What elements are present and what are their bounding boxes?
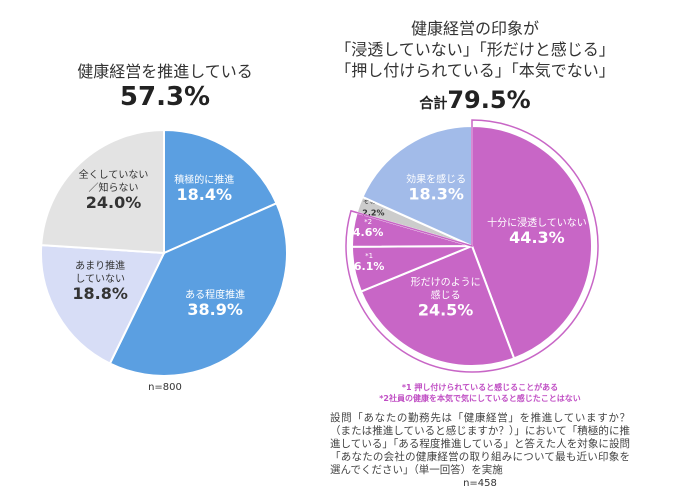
slice-label: 感じる: [431, 288, 461, 301]
slice-value: 18.3%: [408, 185, 464, 204]
highlight-outline: [345, 119, 599, 373]
slice-label: していない: [75, 273, 125, 285]
left-n: n=800: [148, 382, 182, 393]
slice-label: 十分に浸透していない: [487, 216, 587, 229]
slice-label: 形だけのように: [411, 276, 481, 288]
slice-value: 38.9%: [187, 300, 243, 319]
left-total: 57.3%: [119, 82, 211, 112]
footnote-1: *1 押し付けられていると感じることがある: [401, 383, 559, 392]
slice-value: 44.3%: [509, 228, 565, 247]
slice-label: 効果を感じる: [406, 173, 466, 186]
slice-label: 全くしていない: [79, 168, 149, 181]
slice-value: 4.6%: [353, 226, 384, 239]
slice-label: *2: [364, 218, 372, 226]
slice-value: 6.1%: [354, 260, 385, 273]
slice-label: ある程度推進: [185, 288, 245, 301]
slice-value: 18.8%: [72, 284, 128, 303]
right-total: 合計79.5%: [320, 86, 630, 114]
right-title: 健康経営の印象が 「浸透していない」「形だけと感じる」 「押し付けられている」「…: [335, 19, 615, 80]
footnote-2: *2社員の健康を本気で気にしていると感じたことはない: [379, 394, 581, 403]
slice-label: あまり推進: [75, 259, 125, 272]
slice-label: ／知らない: [89, 181, 139, 194]
survey-description: 設問「あなたの勤務先は「健康経営」を推進していますか？（または推進していると感じ…: [330, 412, 630, 476]
pie-slice: [471, 124, 593, 360]
left-title: 健康経営を推進している: [77, 62, 253, 81]
right-n: n=458: [463, 478, 497, 489]
pie-slice: [163, 128, 278, 255]
slice-label: *1: [365, 252, 373, 260]
pie-slice: [40, 128, 165, 255]
pie-slice: [108, 201, 288, 377]
slice-value: 18.4%: [177, 185, 233, 204]
pie-slice: [40, 244, 166, 365]
slice-value: 24.5%: [418, 300, 474, 319]
slice-label: 積極的に推進: [174, 173, 234, 186]
right-total-value: 79.5%: [447, 86, 531, 114]
slice-value: 24.0%: [86, 193, 142, 212]
slice-value: 2.2%: [362, 208, 384, 217]
pie-slice: [361, 124, 473, 248]
right-total-label: 合計: [419, 96, 448, 112]
